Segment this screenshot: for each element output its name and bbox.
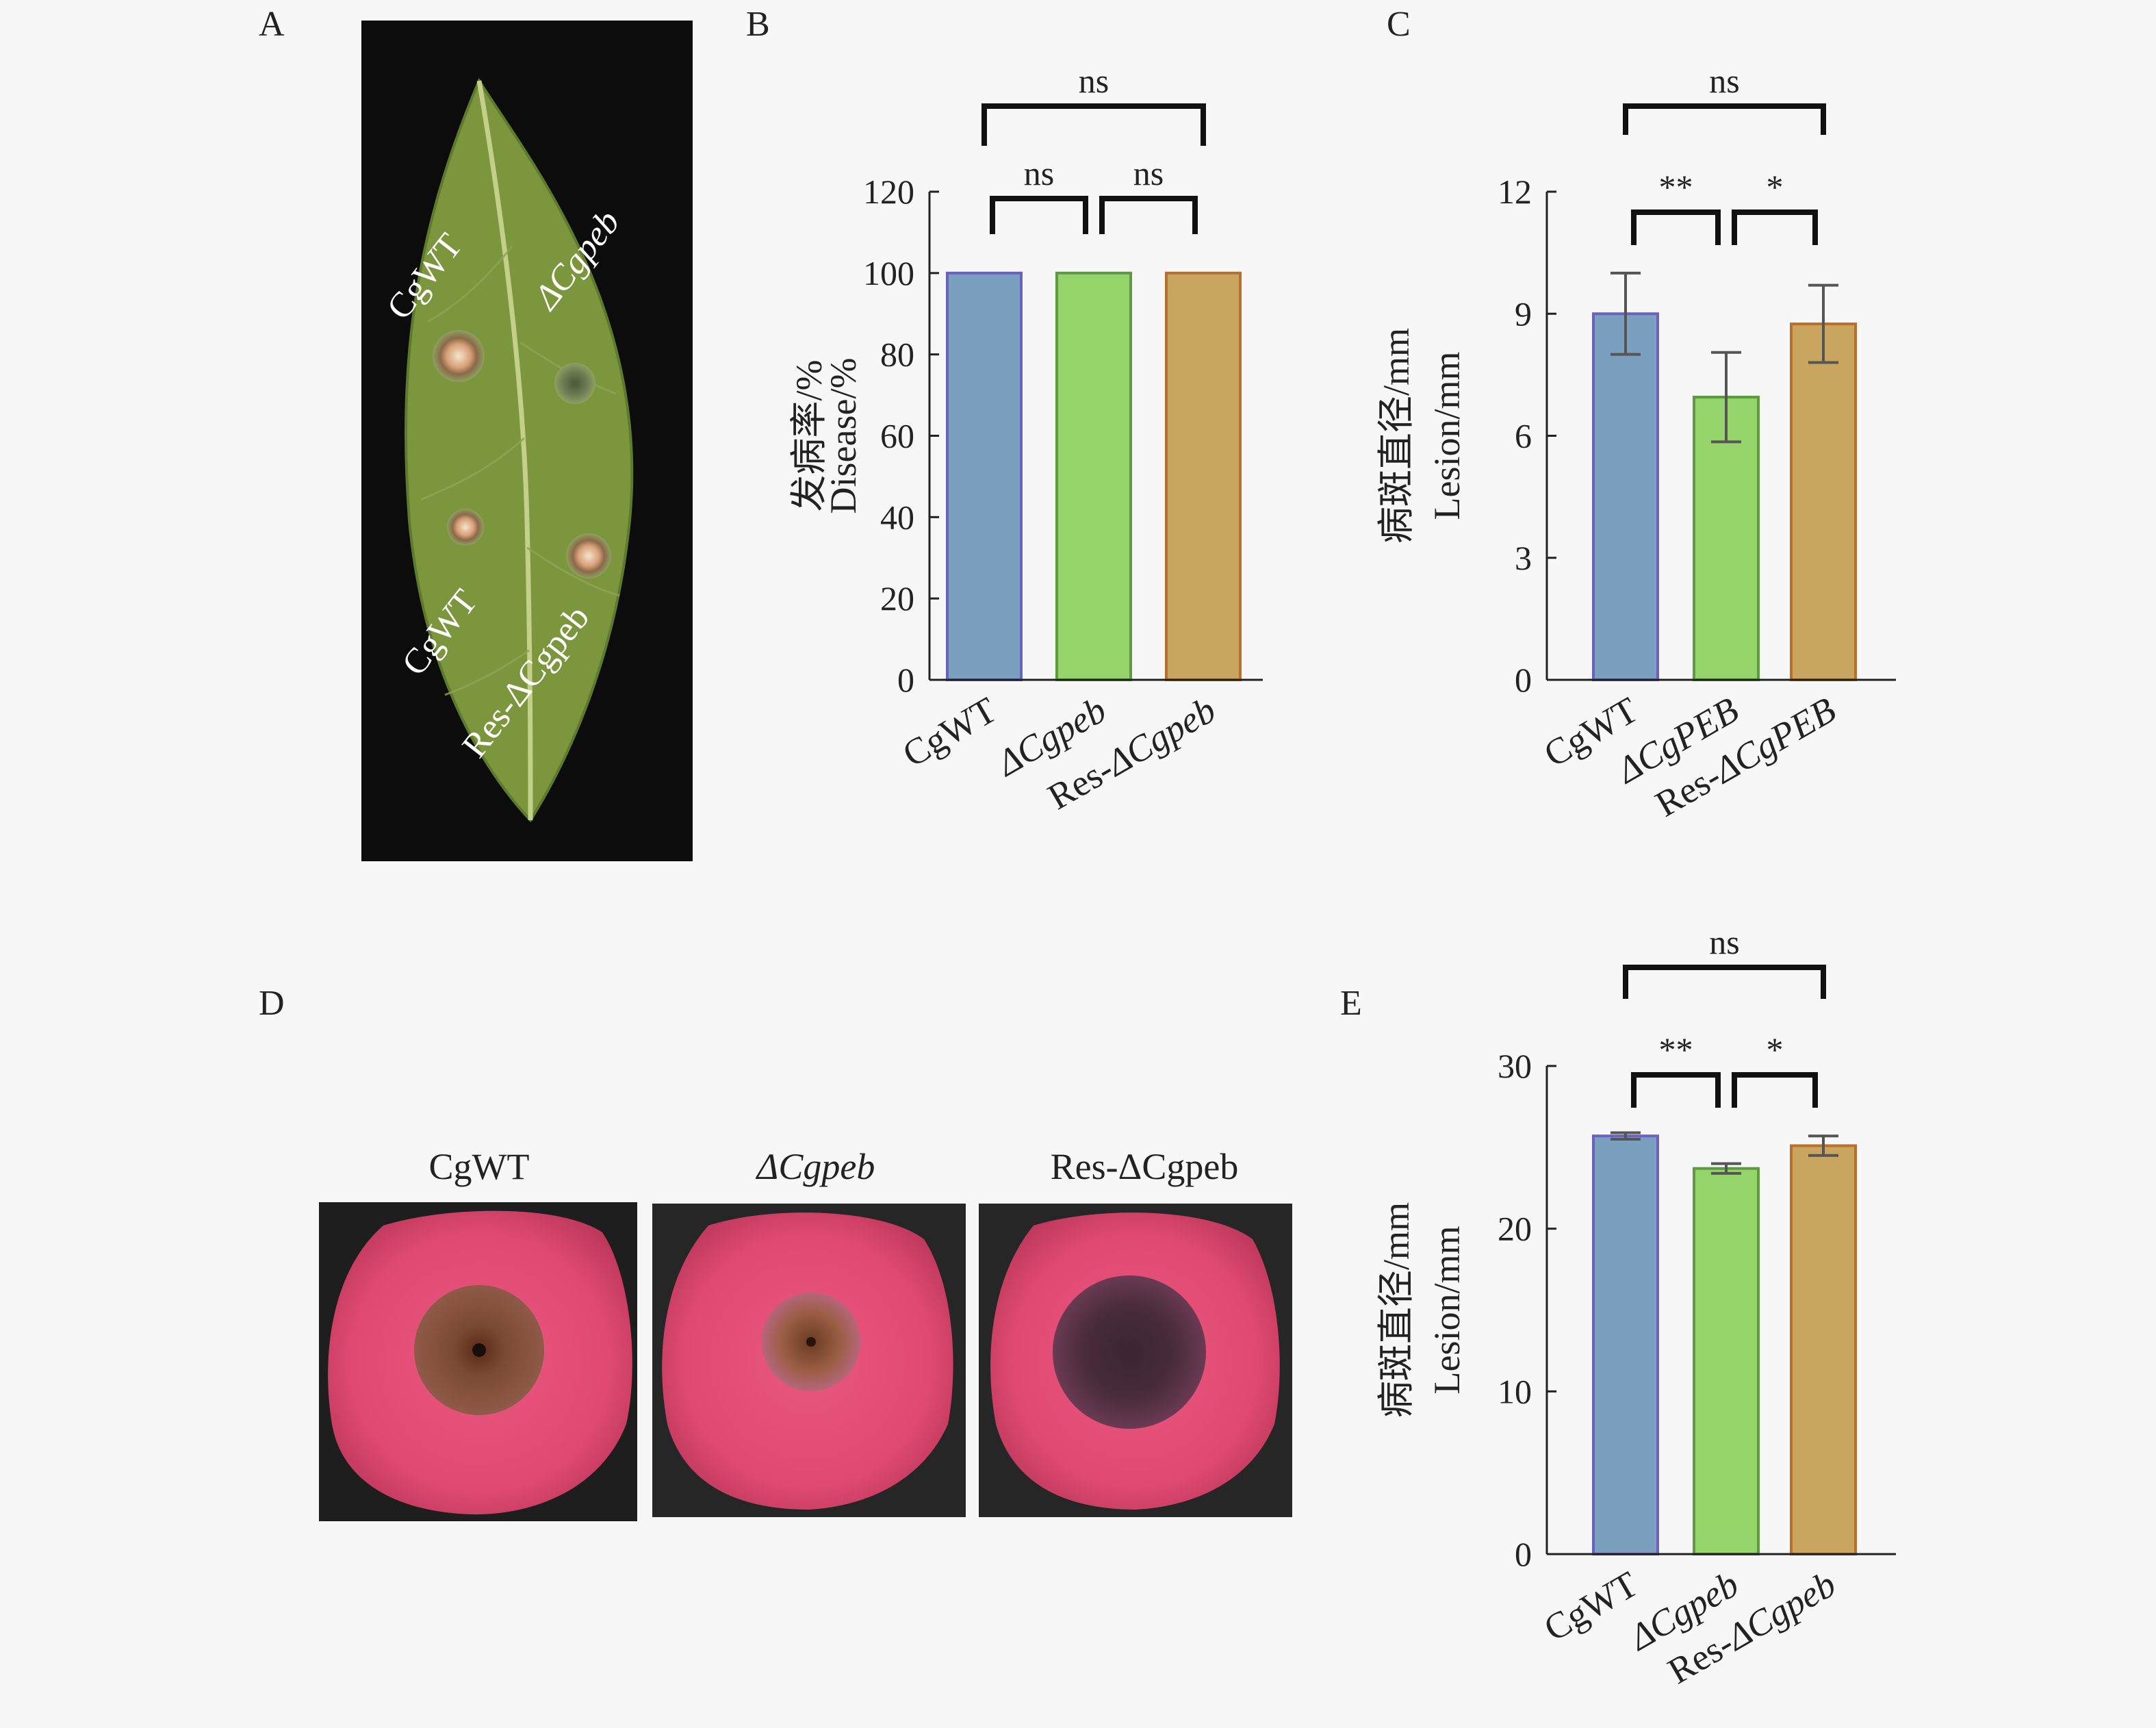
y-tick-label-c: 12 [1498, 173, 1532, 211]
x-category-label-b-1: CgWT [896, 689, 1003, 774]
y-tick-label-b: 120 [863, 173, 914, 211]
significance-label-b-1: ns [1024, 154, 1054, 192]
leaf-photo: CgWT ΔCgpeb CgWT Res-ΔCgpeb [361, 21, 693, 861]
bar-e-2 [1693, 1167, 1760, 1555]
fruit-photo-mutant [652, 1204, 966, 1517]
y-tick-label-c: 6 [1515, 417, 1532, 455]
y-tick-label-e: 0 [1515, 1535, 1532, 1573]
y-tick-label-e: 30 [1498, 1047, 1532, 1085]
significance-bracket-e-3 [1623, 965, 1826, 999]
fruit-lesion-res [1053, 1275, 1206, 1429]
fruit-label-res: Res-ΔCgpeb [1051, 1146, 1239, 1187]
significance-bracket-c-3 [1623, 103, 1826, 135]
error-bar-c-2 [1711, 351, 1741, 444]
significance-bracket-e-2 [1732, 1072, 1818, 1108]
lesion-spot-mutant [554, 363, 595, 404]
y-tick-label-e: 10 [1498, 1372, 1532, 1410]
bar-c-3 [1790, 322, 1857, 681]
y-axis-label-en-e: Lesion/mm [1426, 1226, 1467, 1395]
bar-e-3 [1790, 1144, 1857, 1555]
leaf-midrib [476, 80, 533, 821]
y-axis-label-cn-b: 发病率/% [788, 360, 830, 512]
y-axis-label-en-b: Disease/% [823, 358, 864, 514]
y-tick-label-b: 40 [880, 498, 914, 536]
fruit-photo-res [979, 1204, 1292, 1517]
y-tick-label-b: 20 [880, 579, 914, 618]
bar-e-1 [1592, 1134, 1659, 1555]
significance-label-b-3: ns [1079, 62, 1109, 100]
bar-b-3 [1165, 271, 1242, 682]
significance-bracket-b-3 [981, 103, 1206, 146]
significance-label-e-3: ns [1709, 923, 1739, 961]
bar-c-1 [1592, 312, 1659, 681]
significance-bracket-e-1 [1631, 1072, 1721, 1108]
fruit-label-mutant: ΔCgpeb [756, 1146, 875, 1187]
significance-label-e-1: ** [1659, 1030, 1693, 1069]
fruit-photo-cgwt [319, 1202, 637, 1521]
error-bar-e-3 [1808, 1134, 1838, 1157]
panel-letter-a: A [259, 5, 285, 44]
y-tick-label-c: 3 [1515, 539, 1532, 577]
lesion-spot-cgwt-1 [433, 330, 485, 382]
y-tick-label-b: 100 [863, 254, 914, 292]
y-tick-label-e: 20 [1498, 1210, 1532, 1248]
bar-b-2 [1055, 271, 1132, 682]
significance-label-b-2: ns [1133, 154, 1164, 192]
lesion-spot-cgwt-2 [447, 509, 484, 546]
y-tick-label-c: 0 [1515, 661, 1532, 699]
significance-label-c-3: ns [1709, 62, 1739, 100]
y-tick-label-b: 0 [897, 661, 914, 699]
bar-b-1 [946, 271, 1023, 682]
error-bar-c-3 [1808, 283, 1838, 364]
panel-letter-d: D [259, 984, 285, 1023]
chart-b-disease-incidence: 020406080100120CgWTΔCgpebRes-ΔCgpeb发病率/%… [788, 62, 1263, 817]
y-axis-label-en-c: Lesion/mm [1426, 352, 1467, 520]
significance-bracket-b-2 [1099, 196, 1198, 234]
x-category-label-e-1: CgWT [1537, 1563, 1645, 1649]
significance-bracket-c-1 [1631, 209, 1721, 245]
panel-letter-c: C [1387, 5, 1411, 44]
lesion-spot-res [566, 533, 611, 579]
significance-label-c-1: ** [1659, 168, 1693, 206]
significance-bracket-b-1 [990, 196, 1088, 234]
error-bar-e-2 [1711, 1162, 1741, 1175]
y-tick-label-c: 9 [1515, 294, 1532, 333]
error-bar-e-1 [1610, 1131, 1641, 1141]
significance-label-e-2: * [1767, 1030, 1784, 1069]
y-axis-label-cn-e: 病斑直径/mm [1376, 1202, 1417, 1418]
fruit-photos: CgWT ΔCgpeb Res-ΔCgpeb [319, 1146, 1292, 1521]
error-bar-c-1 [1610, 271, 1641, 356]
panel-letter-b: B [746, 5, 770, 44]
panel-letter-e: E [1340, 984, 1362, 1023]
y-tick-label-b: 60 [880, 417, 914, 455]
fruit-label-cgwt: CgWT [429, 1146, 530, 1187]
y-axis-label-cn-c: 病斑直径/mm [1376, 328, 1417, 544]
y-tick-label-b: 80 [880, 335, 914, 374]
significance-bracket-c-2 [1732, 209, 1818, 245]
significance-label-c-2: * [1767, 168, 1784, 206]
